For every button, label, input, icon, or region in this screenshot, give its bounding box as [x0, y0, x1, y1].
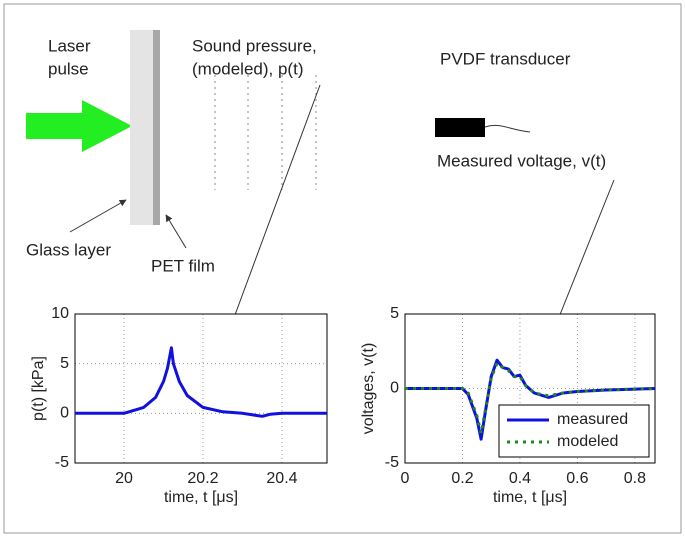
axes-box: [74, 313, 328, 464]
wavefronts: [214, 75, 317, 190]
legend-label: modeled: [557, 433, 618, 450]
y-axis-label: p(t) [kPa]: [30, 356, 47, 421]
transducer: [435, 118, 485, 137]
x-tick-label: 0.2: [451, 470, 473, 487]
series-line: [405, 361, 656, 435]
y-tick-label: 5: [390, 305, 399, 322]
legend: [498, 404, 650, 458]
x-tick-label: 0.6: [566, 470, 588, 487]
x-axis-label: time, t [μs]: [493, 489, 567, 506]
legend-label: measured: [557, 411, 628, 428]
y-tick-label: 5: [60, 355, 69, 372]
y-tick-label: 10: [51, 305, 69, 322]
label: pulse: [48, 59, 89, 78]
x-tick-label: 20: [115, 470, 133, 487]
glass-layer: [130, 30, 153, 225]
series-line: [75, 346, 327, 418]
y-tick-label: 0: [60, 405, 69, 422]
label: Glass layer: [26, 240, 111, 259]
wire: [484, 124, 531, 133]
y-tick-label: 0: [390, 380, 399, 397]
laser-arrow: [26, 100, 132, 152]
x-tick-label: 20.2: [187, 470, 218, 487]
x-tick-label: 0: [401, 470, 410, 487]
label: Sound pressure,: [192, 36, 317, 55]
y-axis-label: voltages, v(t): [360, 343, 377, 435]
x-tick-label: 0.8: [624, 470, 646, 487]
y-tick-label: -5: [385, 454, 399, 471]
label: Measured voltage, v(t): [437, 151, 606, 170]
label: (modeled), p(t): [192, 59, 303, 78]
y-tick-label: -5: [55, 454, 69, 471]
label: PET film: [151, 256, 215, 275]
plot-area: [75, 314, 327, 463]
x-tick-label: 0.4: [509, 470, 531, 487]
label: Laser: [48, 36, 91, 55]
label: PVDF transducer: [440, 49, 571, 68]
pet-film: [153, 30, 160, 225]
x-axis-label: time, t [μs]: [164, 489, 238, 506]
x-tick-label: 20.4: [266, 470, 297, 487]
